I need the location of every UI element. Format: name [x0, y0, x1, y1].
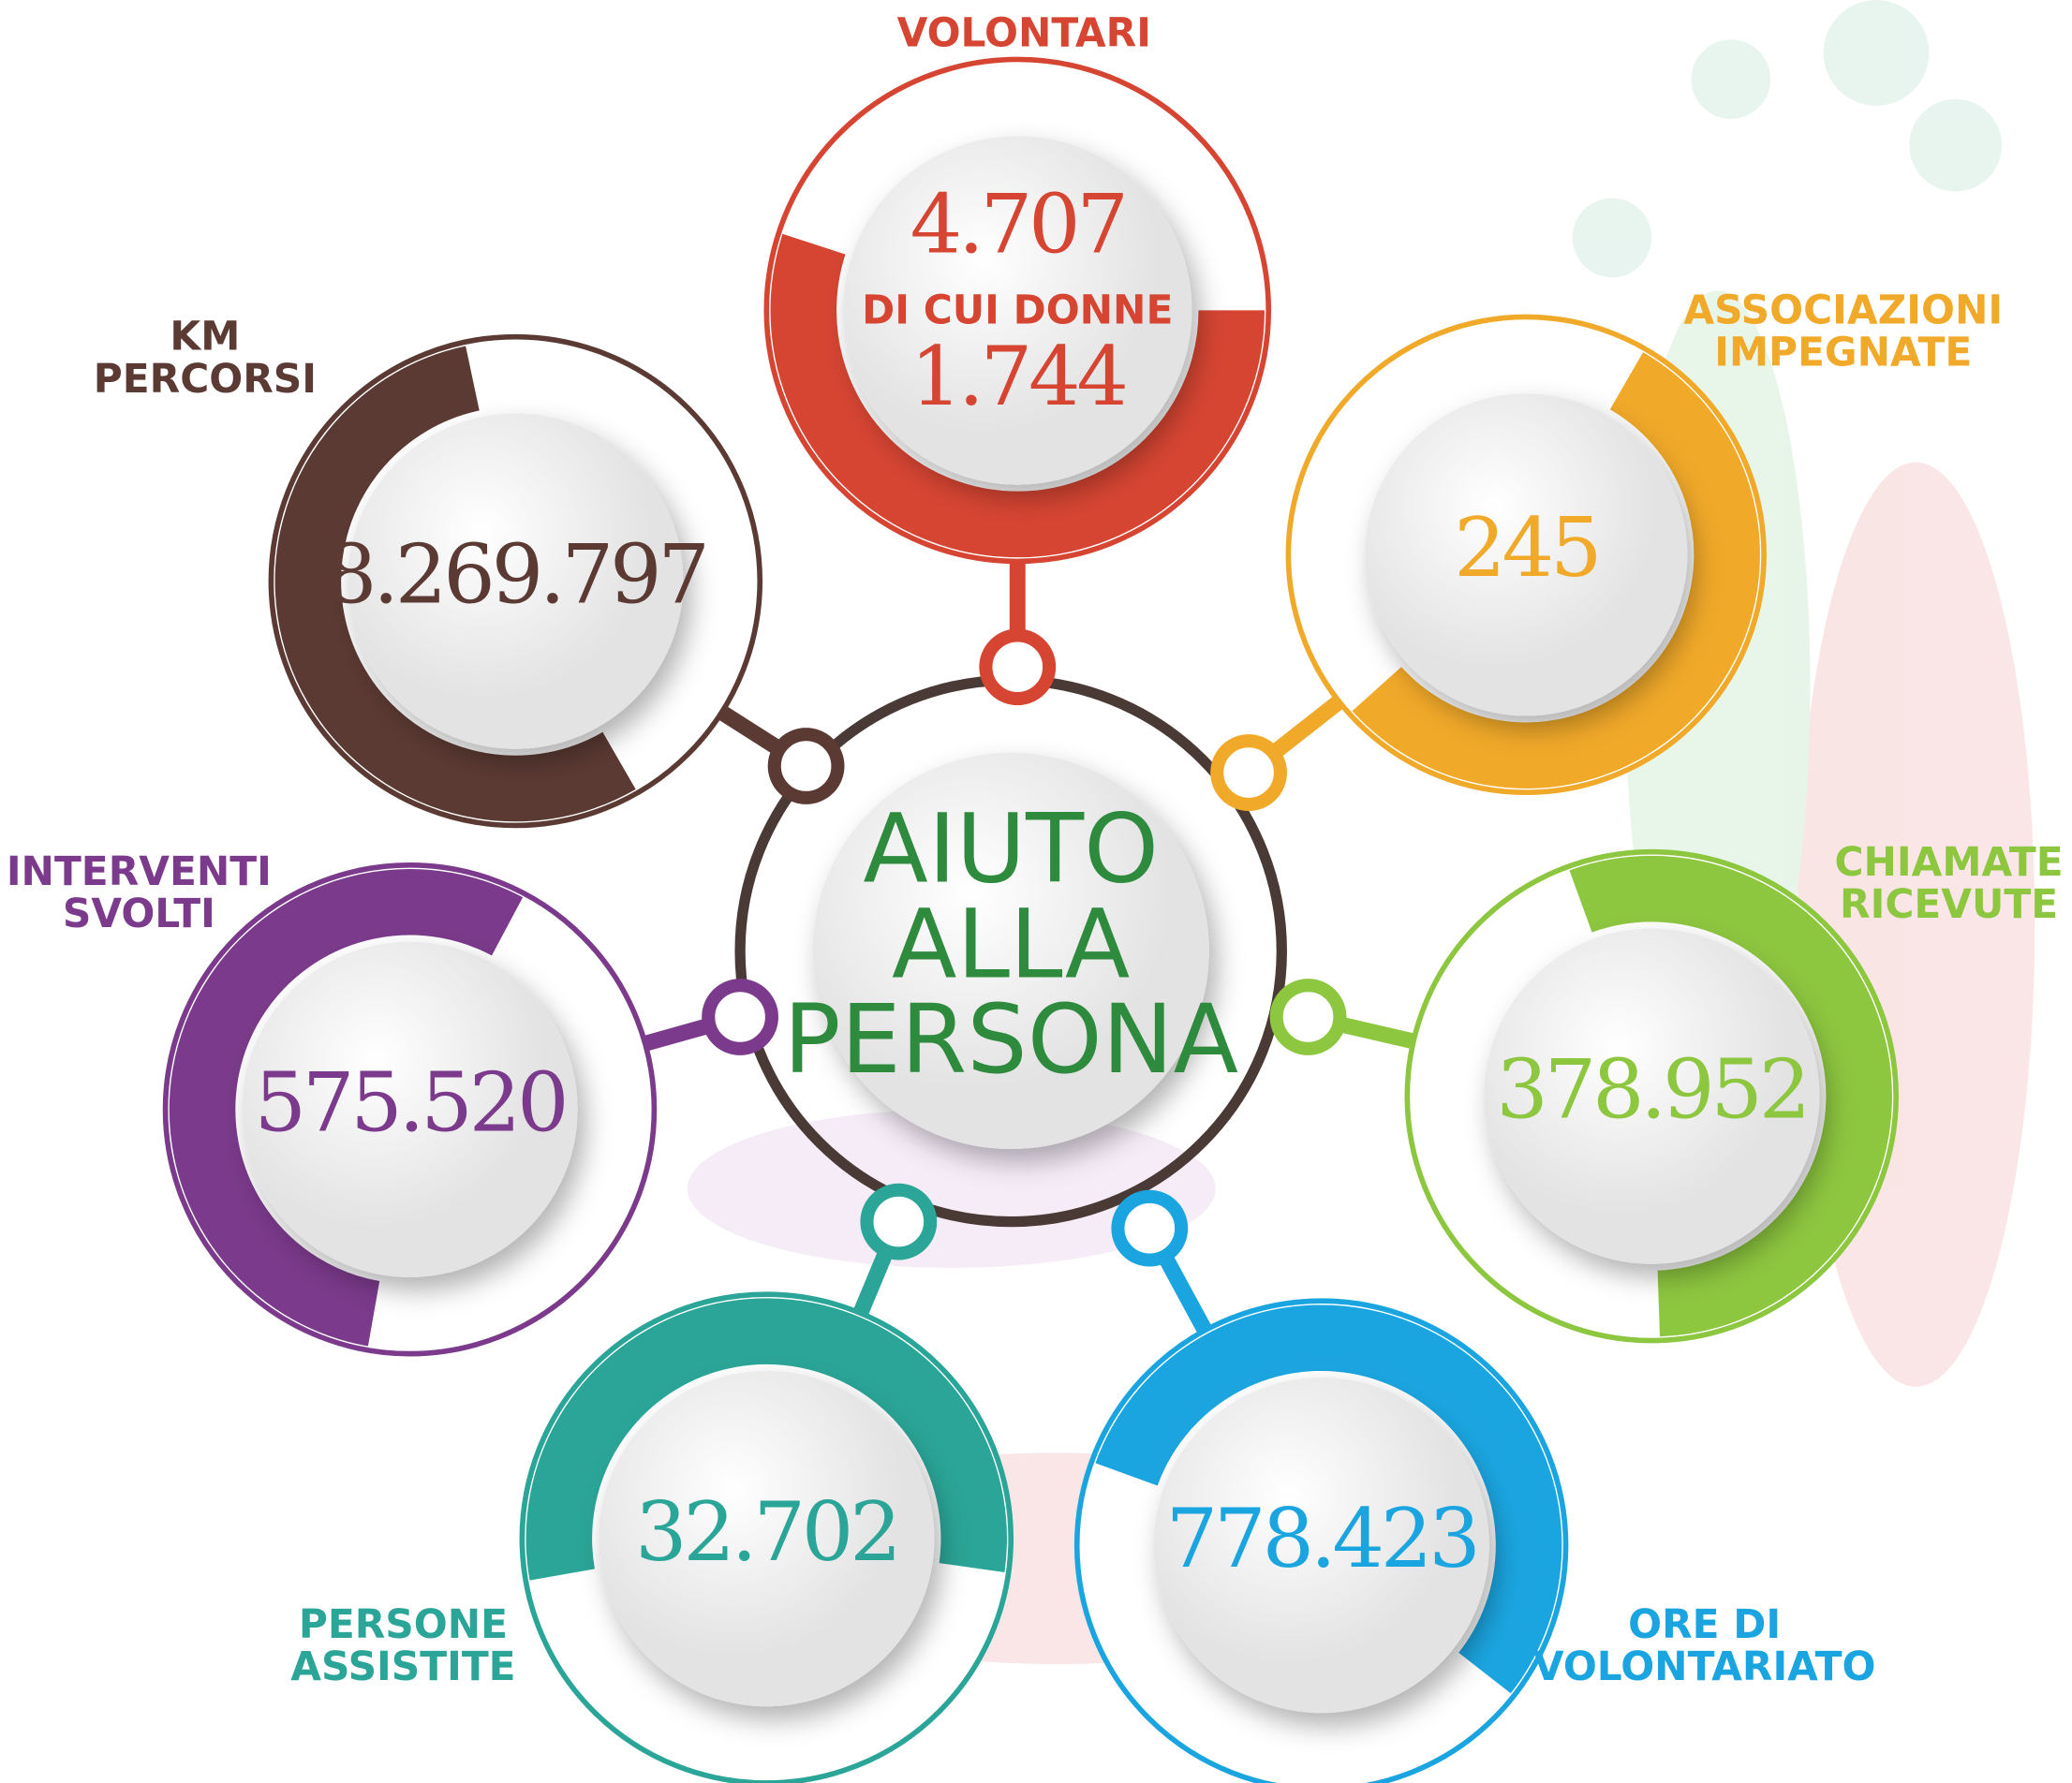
- node-label: SVOLTI: [63, 891, 215, 936]
- node-label: VOLONTARIATO: [1533, 1643, 1876, 1689]
- connector-ring: [708, 985, 772, 1049]
- connector-ring: [775, 734, 838, 798]
- connector-ring: [1277, 985, 1340, 1049]
- node-value: 4.707: [910, 177, 1125, 273]
- connector-ring: [985, 635, 1049, 699]
- node-label: INTERVENTI: [7, 848, 272, 894]
- node-subvalue: 1.744: [910, 329, 1126, 424]
- connector-ring: [866, 1190, 930, 1254]
- node-value: 575.520: [255, 1055, 566, 1151]
- node-label: VOLONTARI: [897, 9, 1151, 55]
- center-text: ALLA: [892, 889, 1130, 999]
- node-label: ORE DI: [1628, 1601, 1781, 1647]
- center-text: PERSONA: [783, 984, 1238, 1095]
- connector-ring: [1117, 1197, 1181, 1260]
- node-sub: DI CUI DONNE: [862, 287, 1173, 333]
- infographic: AIUTOALLAPERSONA VOLONTARI 4.707 DI CUI DON…: [0, 0, 2072, 1783]
- node-label: ASSISTITE: [290, 1643, 515, 1689]
- node-value: 32.702: [635, 1484, 898, 1580]
- node-label: PERCORSI: [94, 356, 317, 402]
- node-label: RICEVUTE: [1840, 881, 2058, 927]
- connector-ring: [1217, 741, 1280, 804]
- center-text: AIUTO: [863, 794, 1159, 905]
- node-label: ASSOCIAZIONI: [1683, 287, 2003, 333]
- node-value: 778.423: [1166, 1491, 1477, 1586]
- node-label: CHIAMATE: [1834, 839, 2063, 885]
- node-label: PERSONE: [299, 1601, 508, 1647]
- node-label: KM: [170, 314, 240, 360]
- node-value: 245: [1454, 500, 1598, 596]
- node-value: 378.952: [1496, 1041, 1807, 1137]
- node-value: 8.269.797: [325, 526, 706, 622]
- node-label: IMPEGNATE: [1714, 330, 1972, 376]
